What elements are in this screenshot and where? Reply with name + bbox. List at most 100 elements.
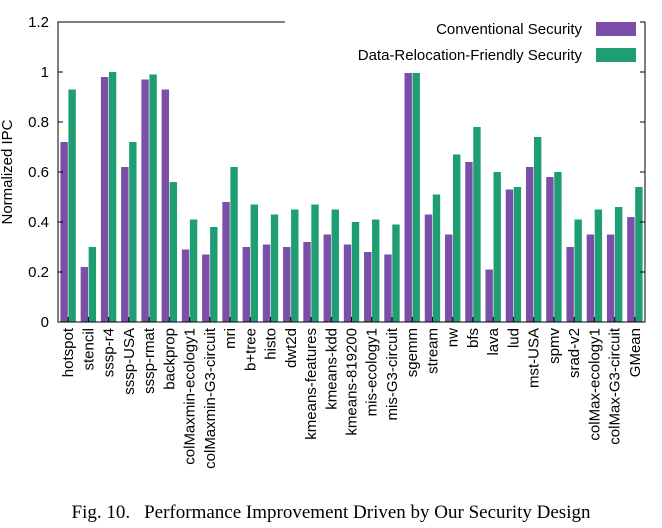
x-tick-label-7: colMaxmin-G3-circuit [202, 327, 219, 469]
bar-conventional-25 [566, 247, 574, 322]
x-tick-label-0: hotspot [60, 327, 77, 377]
bar-drf-18 [432, 194, 441, 322]
legend: Conventional Security Data-Relocation-Fri… [285, 17, 640, 73]
bar-conventional-2 [100, 77, 109, 322]
y-tick-label-4: 0.8 [28, 114, 49, 131]
x-tick-label-1: stencil [80, 328, 97, 371]
bar-conventional-28 [627, 217, 635, 322]
bar-conventional-3 [121, 167, 129, 322]
y-tick-label-2: 0.4 [28, 214, 49, 231]
bar-drf-23 [533, 137, 542, 322]
bars-layer [60, 72, 643, 322]
bar-conventional-15 [364, 252, 372, 322]
x-tick-label-4: sssp-rmat [141, 327, 158, 394]
bar-conventional-0 [60, 142, 68, 322]
x-tick-label-25: srad-v2 [566, 328, 583, 378]
bar-drf-22 [513, 187, 522, 322]
x-tick-label-5: backprop [161, 328, 178, 390]
bar-conventional-21 [485, 269, 493, 322]
y-axis-label: Normalized IPC [0, 119, 16, 224]
x-tick-label-17: sgemm [404, 328, 421, 377]
bar-conventional-23 [525, 167, 534, 322]
x-tick-label-26: colMax-ecology1 [586, 328, 603, 441]
ticks-layer: 0 0.2 0.4 0.6 0.8 1 1.2 hotspot stencil sssp-r4 ss… [28, 14, 645, 469]
y-tick-label-5: 1 [41, 64, 49, 81]
x-tick-label-28: GMean [627, 328, 644, 377]
legend-swatch-1 [596, 48, 636, 62]
bar-conventional-20 [465, 162, 473, 322]
x-tick-label-20: bfs [465, 328, 482, 348]
bar-drf-24 [554, 172, 562, 322]
x-tick-label-14: kmeans-819200 [344, 328, 361, 436]
bar-conventional-19 [445, 234, 453, 322]
x-tick-label-23: mst-USA [526, 328, 543, 388]
bar-chart: 0 0.2 0.4 0.6 0.8 1 1.2 hotspot stencil sssp-r4 ss… [0, 14, 646, 469]
y-tick-label-3: 0.6 [28, 164, 49, 181]
x-tick-label-9: b+tree [242, 328, 259, 371]
x-tick-label-18: stream [424, 328, 441, 374]
bar-drf-7 [210, 227, 218, 322]
bar-conventional-11 [283, 247, 291, 322]
bar-drf-27 [614, 207, 623, 322]
bar-drf-14 [351, 222, 360, 322]
bar-drf-3 [129, 142, 137, 322]
bar-conventional-14 [343, 244, 352, 322]
x-tick-label-11: dwt2d [283, 328, 300, 368]
bar-drf-5 [169, 182, 178, 322]
bar-drf-4 [149, 74, 157, 322]
bar-conventional-9 [242, 247, 250, 322]
x-tick-label-22: lud [505, 328, 522, 348]
bar-conventional-27 [606, 234, 615, 322]
bar-drf-17 [412, 72, 420, 322]
x-tick-label-6: colMaxmin-ecology1 [182, 328, 199, 465]
x-tick-label-16: mis-G3-circuit [384, 327, 401, 420]
bar-drf-8 [230, 167, 238, 322]
caption-text: Performance Improvement Driven by Our Se… [144, 502, 591, 523]
bar-drf-26 [594, 209, 603, 322]
bar-conventional-13 [323, 234, 331, 322]
bar-drf-19 [453, 154, 461, 322]
legend-label-1: Data-Relocation-Friendly Security [358, 47, 583, 64]
bar-conventional-6 [181, 249, 190, 322]
bar-drf-1 [88, 247, 97, 322]
bar-conventional-24 [546, 177, 554, 322]
x-tick-label-2: sssp-r4 [101, 328, 118, 377]
bar-drf-16 [392, 224, 400, 322]
x-tick-label-24: spmv [546, 328, 563, 364]
x-tick-label-13: kmeans-kdd [323, 328, 340, 410]
caption-label: Fig. 10. [71, 502, 131, 523]
bar-drf-25 [574, 219, 582, 322]
x-tick-label-8: mri [222, 328, 239, 349]
x-tick-label-12: kmeans-features [303, 328, 320, 440]
bar-drf-11 [291, 209, 299, 322]
x-tick-label-19: nw [445, 328, 462, 347]
x-tick-label-15: mis-ecology1 [364, 328, 381, 416]
bar-drf-21 [493, 172, 501, 322]
bar-drf-12 [311, 204, 319, 322]
bar-drf-2 [108, 72, 117, 322]
bar-drf-0 [68, 89, 76, 322]
bar-conventional-10 [262, 244, 271, 322]
bar-conventional-18 [424, 214, 433, 322]
bar-drf-6 [189, 219, 198, 322]
bar-conventional-17 [404, 72, 412, 322]
figure-caption: Fig. 10. Performance Improvement Driven b… [0, 502, 662, 524]
bar-drf-20 [473, 127, 481, 322]
bar-conventional-1 [80, 267, 89, 322]
bar-drf-28 [635, 187, 643, 322]
legend-label-0: Conventional Security [436, 21, 582, 38]
bar-conventional-8 [222, 202, 230, 322]
bar-drf-13 [331, 209, 339, 322]
bar-conventional-26 [586, 234, 595, 322]
bar-drf-10 [270, 214, 279, 322]
x-tick-label-21: lava [485, 327, 502, 355]
x-tick-label-10: histo [263, 328, 280, 360]
bar-conventional-16 [384, 254, 392, 322]
bar-drf-15 [372, 219, 380, 322]
y-tick-label-0: 0 [41, 314, 49, 331]
bar-conventional-7 [202, 254, 210, 322]
bar-conventional-4 [141, 79, 149, 322]
y-tick-label-1: 0.2 [28, 264, 49, 281]
y-tick-label-6: 1.2 [28, 14, 49, 31]
